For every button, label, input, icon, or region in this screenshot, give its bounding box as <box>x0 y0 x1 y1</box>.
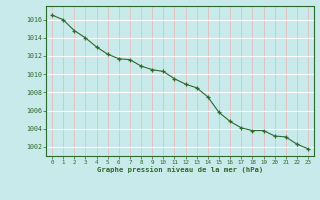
X-axis label: Graphe pression niveau de la mer (hPa): Graphe pression niveau de la mer (hPa) <box>97 167 263 173</box>
